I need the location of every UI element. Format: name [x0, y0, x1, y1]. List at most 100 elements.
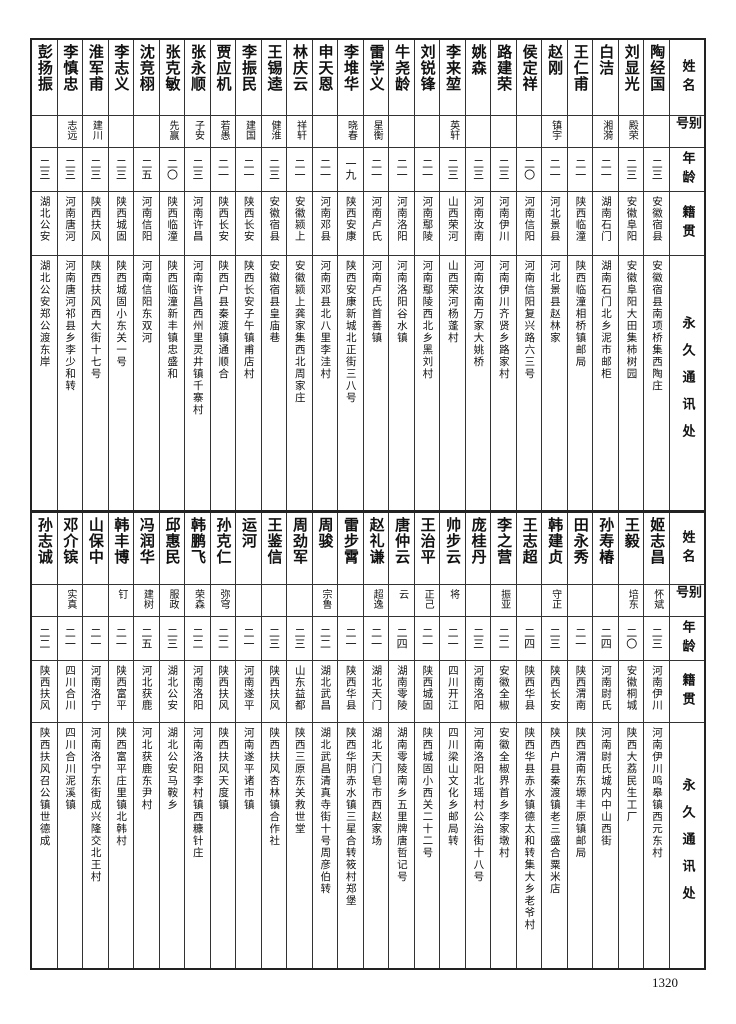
- person-record: 王毅 培东 二〇 安徽桐城 陕西大荔民生工厂: [617, 513, 644, 968]
- person-age: 二一: [446, 627, 460, 649]
- native-cell: 陕西长安: [236, 192, 261, 256]
- age-cell: 二一: [57, 617, 83, 661]
- person-age: 二五: [139, 627, 153, 649]
- header-cell: 别号: [670, 585, 704, 617]
- native-cell: 安徽阜阳: [618, 192, 644, 256]
- person-name: 张永顺: [188, 44, 207, 92]
- alias-cell: [134, 116, 159, 148]
- name-cell: 李慎忠: [57, 40, 83, 116]
- person-native: 陕西临潼: [166, 196, 179, 242]
- header-cell: 年龄: [670, 148, 704, 192]
- alias-cell: 建树: [134, 585, 159, 617]
- header-label-native: 籍贯: [679, 672, 695, 711]
- native-cell: 陕西安康: [338, 192, 363, 256]
- person-native: 河南伊川: [650, 665, 663, 711]
- person-native: 河南伊川: [497, 196, 510, 242]
- native-cell: 湖南零陵: [389, 661, 414, 723]
- person-native: 河南许昌: [191, 196, 204, 242]
- person-address: 湖南石门北乡泥市邮柜: [599, 260, 612, 380]
- person-alias: 建国: [243, 120, 255, 140]
- person-name: 彭扬振: [35, 44, 54, 92]
- person-age: 二四: [599, 627, 613, 649]
- age-cell: 二一: [363, 617, 389, 661]
- name-cell: 韩丰博: [108, 513, 134, 585]
- alias-cell: [465, 116, 491, 148]
- address-cell: 河南邓县北八里李洼村: [313, 256, 338, 510]
- person-native: 湖北公安: [166, 665, 179, 711]
- address-cell: 河南信阳东双河: [134, 256, 159, 510]
- header-cell: 籍贯: [670, 192, 704, 256]
- person-name: 山保中: [86, 517, 105, 565]
- native-cell: 陕西扶风: [261, 661, 287, 723]
- person-native: 安徽宿县: [268, 196, 281, 242]
- alias-cell: 云: [389, 585, 414, 617]
- person-name: 李堆华: [342, 44, 361, 92]
- person-name: 刘锐锋: [418, 44, 437, 92]
- person-native: 陕西富平: [115, 665, 128, 711]
- header-label-native: 籍贯: [679, 204, 695, 243]
- person-age: 二一: [318, 158, 332, 180]
- person-address: 河南尉氏城内中山西街: [599, 727, 612, 847]
- name-cell: 周骏: [312, 513, 338, 585]
- header-label-age: 年龄: [679, 619, 695, 658]
- person-alias: 晓春: [345, 120, 357, 140]
- name-cell: 王治平: [414, 513, 440, 585]
- person-name: 李慎忠: [61, 44, 80, 92]
- age-cell: 二三: [185, 148, 210, 192]
- person-address: 陕西户县秦渡镇老三盛合粟米店: [548, 727, 561, 895]
- header-column: 姓名 别号 年龄 籍贯 永久通讯处: [669, 40, 704, 510]
- alias-cell: 守正: [542, 585, 567, 617]
- person-record: 李志义 二三 陕西城固 陕西城固小东关一号: [107, 40, 134, 510]
- name-cell: 运河: [236, 513, 261, 585]
- alias-cell: [516, 585, 542, 617]
- age-cell: 二三: [440, 148, 465, 192]
- person-name: 白洁: [597, 44, 616, 76]
- person-age: 二三: [471, 627, 485, 649]
- person-name: 陶经国: [648, 44, 667, 92]
- name-cell: 王鉴信: [261, 513, 287, 585]
- person-address: 陕西临潼相桥镇邮局: [574, 260, 587, 368]
- person-record: 申天恩 二一 河南邓县 河南邓县北八里李洼村: [311, 40, 338, 510]
- person-age: 二一: [395, 158, 409, 180]
- person-record: 赵礼谦 超逸 二一 湖北天门 湖北天门皂市西赵家场: [362, 513, 389, 968]
- address-cell: 安徽全椒界首乡李家墩村: [491, 723, 516, 968]
- native-cell: 陕西临潼: [159, 192, 185, 256]
- native-cell: 四川合川: [57, 661, 83, 723]
- person-record: 王志超 二四 陕西华县 陕西华县赤水镇德太和转集大乡老爷村: [515, 513, 542, 968]
- person-record: 王鉴信 二三 陕西扶风 陕西扶风杏林镇合作社: [260, 513, 287, 968]
- person-alias: 振亚: [498, 589, 510, 609]
- native-cell: 陕西华县: [516, 661, 542, 723]
- name-cell: 彭扬振: [32, 40, 57, 116]
- address-cell: 湖北公安郑公渡东岸: [32, 256, 57, 510]
- address-cell: 安徽宿县皇庙巷: [262, 256, 287, 510]
- person-alias: 培东: [626, 589, 638, 609]
- person-record: 刘显光 殿荣 二三 安徽阜阳 安徽阜阳大田集柿树园: [617, 40, 644, 510]
- address-cell: 河南鄢陵西北乡黑刘村: [415, 256, 440, 510]
- address-cell: 山西荣河杨蓬村: [440, 256, 465, 510]
- age-cell: 二四: [593, 617, 618, 661]
- header-cell: 籍贯: [670, 661, 704, 723]
- person-native: 安徽阜阳: [625, 196, 638, 242]
- address-cell: 湖南石门北乡泥市邮柜: [593, 256, 618, 510]
- person-native: 陕西华县: [344, 665, 357, 711]
- person-native: 陕西长安: [217, 196, 230, 242]
- person-age: 二三: [190, 158, 204, 180]
- person-address: 陕西华阴赤水镇三星合转筱村郑堡: [344, 727, 357, 907]
- address-cell: 河南信阳复兴路六三号: [517, 256, 542, 510]
- person-alias: 英轩: [447, 120, 459, 140]
- header-label-address: 永久通讯处: [679, 778, 695, 913]
- person-name: 庞桂丹: [469, 517, 488, 565]
- native-cell: 河南洛阳: [389, 192, 414, 256]
- person-native: 河北景县: [548, 196, 561, 242]
- person-native: 河南遂平: [242, 665, 255, 711]
- person-address: 陕西长安子午镇甫店村: [242, 260, 255, 380]
- name-cell: 牛尧龄: [389, 40, 414, 116]
- person-address: 陕西大荔民生工厂: [625, 727, 638, 823]
- age-cell: 二一: [567, 148, 593, 192]
- person-name: 周劲军: [291, 517, 310, 565]
- native-cell: 河南卢氏: [363, 192, 389, 256]
- person-alias: 建树: [141, 589, 153, 609]
- header-cell: 永久通讯处: [670, 723, 704, 968]
- person-address: 陕西三原东关救世堂: [293, 727, 306, 835]
- person-age: 二二: [216, 627, 230, 649]
